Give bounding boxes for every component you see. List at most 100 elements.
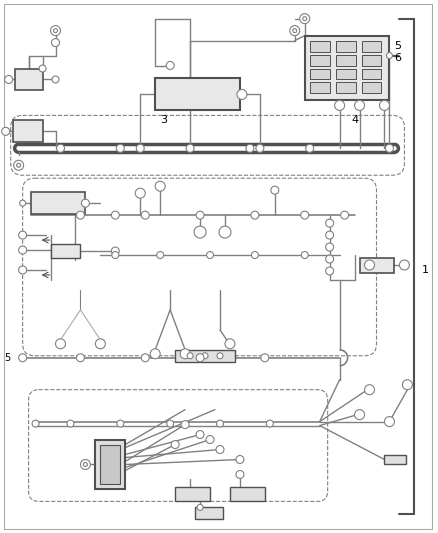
Circle shape <box>180 349 190 359</box>
Bar <box>310 41 330 52</box>
Text: 6: 6 <box>395 53 402 62</box>
Circle shape <box>246 144 254 152</box>
Circle shape <box>335 100 345 110</box>
Circle shape <box>364 260 374 270</box>
Circle shape <box>155 181 165 191</box>
Circle shape <box>81 459 90 470</box>
Bar <box>310 54 330 66</box>
Circle shape <box>237 90 247 100</box>
Circle shape <box>225 339 235 349</box>
Circle shape <box>196 431 204 439</box>
Circle shape <box>355 100 364 110</box>
Circle shape <box>290 26 300 36</box>
Bar <box>175 487 210 502</box>
Circle shape <box>326 243 334 251</box>
Circle shape <box>219 226 231 238</box>
Circle shape <box>95 339 106 349</box>
Circle shape <box>385 417 395 426</box>
Circle shape <box>197 504 203 511</box>
Text: 5: 5 <box>4 353 11 363</box>
Circle shape <box>261 354 269 362</box>
Circle shape <box>379 100 389 110</box>
Circle shape <box>2 127 10 135</box>
Circle shape <box>77 211 85 219</box>
Bar <box>310 69 330 79</box>
Bar <box>385 455 406 464</box>
Circle shape <box>141 211 149 219</box>
Circle shape <box>256 144 264 152</box>
Circle shape <box>52 76 59 83</box>
Circle shape <box>67 420 74 427</box>
Circle shape <box>326 255 334 263</box>
Circle shape <box>14 160 24 170</box>
Bar <box>336 41 356 52</box>
Circle shape <box>117 420 124 427</box>
Circle shape <box>301 211 309 219</box>
Circle shape <box>171 441 179 449</box>
Text: 5: 5 <box>395 41 402 51</box>
Circle shape <box>150 349 160 359</box>
Circle shape <box>186 144 194 152</box>
Circle shape <box>20 200 25 206</box>
Circle shape <box>56 339 66 349</box>
Bar <box>100 445 120 484</box>
Bar <box>14 69 42 91</box>
Circle shape <box>326 267 334 275</box>
Circle shape <box>141 354 149 362</box>
Circle shape <box>136 144 144 152</box>
Text: 1: 1 <box>421 265 428 275</box>
Circle shape <box>157 252 164 259</box>
Circle shape <box>303 17 307 21</box>
Bar <box>31 192 85 214</box>
Circle shape <box>77 354 85 362</box>
Circle shape <box>19 231 27 239</box>
Bar <box>360 258 395 273</box>
Circle shape <box>326 231 334 239</box>
Bar <box>361 83 381 93</box>
Bar <box>13 120 42 142</box>
Bar <box>175 350 235 362</box>
Circle shape <box>111 247 119 255</box>
Circle shape <box>117 144 124 152</box>
Bar <box>336 54 356 66</box>
Circle shape <box>53 29 57 33</box>
Circle shape <box>216 420 223 427</box>
Circle shape <box>181 421 189 429</box>
Bar <box>155 78 240 110</box>
Circle shape <box>306 144 314 152</box>
Circle shape <box>217 353 223 359</box>
Circle shape <box>300 14 310 23</box>
Circle shape <box>111 211 119 219</box>
Bar <box>95 440 125 489</box>
Circle shape <box>196 211 204 219</box>
Circle shape <box>135 188 145 198</box>
Circle shape <box>194 226 206 238</box>
Circle shape <box>187 353 193 359</box>
Circle shape <box>17 163 21 167</box>
Bar <box>305 36 389 100</box>
Bar <box>336 83 356 93</box>
Circle shape <box>271 186 279 194</box>
Circle shape <box>236 471 244 479</box>
Circle shape <box>364 385 374 394</box>
Circle shape <box>399 260 410 270</box>
Circle shape <box>385 144 393 152</box>
Circle shape <box>52 38 60 46</box>
Circle shape <box>83 463 88 466</box>
Circle shape <box>236 456 244 464</box>
Circle shape <box>81 199 89 207</box>
Text: 3: 3 <box>160 116 167 125</box>
Circle shape <box>293 29 297 33</box>
Circle shape <box>5 76 13 84</box>
Text: 4: 4 <box>352 116 359 125</box>
Bar <box>195 507 223 519</box>
Circle shape <box>251 252 258 259</box>
Bar <box>230 487 265 502</box>
Circle shape <box>355 410 364 419</box>
Bar <box>336 69 356 79</box>
Circle shape <box>57 144 64 152</box>
Bar <box>361 69 381 79</box>
Bar <box>310 83 330 93</box>
Circle shape <box>19 354 27 362</box>
Circle shape <box>326 219 334 227</box>
